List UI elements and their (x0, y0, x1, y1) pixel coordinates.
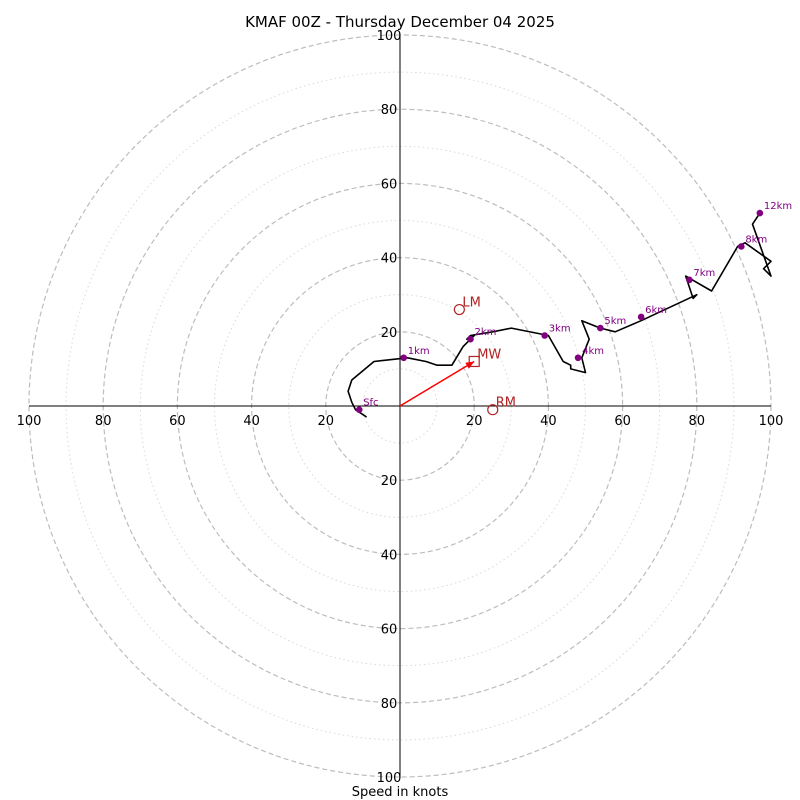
height-marker-label: 3km (549, 324, 571, 335)
motion-marker-label: MW (477, 347, 501, 362)
height-marker-dot (467, 335, 474, 343)
tick-label-bottom: 40 (381, 548, 398, 563)
chart-title: KMAF 00Z - Thursday December 04 2025 (245, 13, 555, 31)
tick-label-left: 80 (95, 414, 112, 429)
height-marker-label: 12km (764, 201, 792, 212)
tick-label-left: 60 (169, 414, 186, 429)
motion-marker-label: RM (496, 396, 516, 411)
height-marker-dot (637, 313, 645, 321)
tick-label-bottom: 100 (377, 771, 402, 786)
height-marker-dot (355, 406, 363, 414)
x-axis-label: Speed in knots (352, 785, 449, 800)
tick-label-right: 80 (689, 414, 706, 429)
tick-label-right: 40 (540, 414, 557, 429)
height-marker-dot (400, 354, 408, 362)
tick-label-right: 100 (759, 414, 784, 429)
height-marker-label: 4km (582, 346, 604, 357)
tick-labels: 20 20 20 20 40 40 40 40 60 60 60 60 80 80 80 80 100 100 10… (17, 29, 784, 786)
height-marker-label: 8km (745, 234, 767, 245)
tick-label-left: 100 (17, 414, 42, 429)
tick-label-top: 100 (377, 29, 402, 44)
height-marker-dot (738, 243, 745, 250)
height-marker-dot (597, 324, 604, 332)
motion-marker-label: LM (462, 296, 480, 311)
tick-label-top: 80 (381, 103, 398, 118)
height-marker-label: Sfc (363, 398, 378, 409)
storm-motion-markers: LM MW RM (453, 296, 516, 416)
hodograph-trace-group (347, 212, 772, 418)
tick-label-bottom: 20 (381, 474, 398, 489)
height-markers: Sfc 1km 2km 3km 4km 5km 6km 7km 8km 12km (355, 201, 792, 414)
tick-label-top: 60 (381, 177, 398, 192)
shear-vector-line (399, 360, 475, 407)
motion-marker-circle (487, 404, 499, 416)
shear-vector-group (399, 360, 475, 407)
height-marker-dot (756, 209, 764, 217)
tick-label-right: 20 (466, 414, 483, 429)
tick-label-right: 60 (614, 414, 631, 429)
height-marker-dot (541, 332, 548, 339)
height-marker-dot (686, 276, 693, 284)
height-marker-label: 2km (474, 327, 496, 338)
height-marker-label: 6km (645, 305, 667, 316)
tick-label-top: 20 (381, 326, 398, 341)
tick-label-left: 40 (243, 414, 260, 429)
height-marker-label: 1km (408, 346, 430, 357)
tick-label-bottom: 60 (381, 623, 398, 638)
height-marker-dot (574, 354, 582, 362)
motion-marker-circle (453, 303, 465, 316)
motion-marker-square (468, 355, 480, 368)
tick-label-bottom: 80 (381, 697, 398, 712)
tick-label-left: 20 (318, 414, 335, 429)
tick-label-top: 40 (381, 252, 398, 267)
hodograph-trace (347, 212, 772, 418)
height-marker-label: 5km (604, 316, 626, 327)
height-marker-label: 7km (693, 268, 715, 279)
